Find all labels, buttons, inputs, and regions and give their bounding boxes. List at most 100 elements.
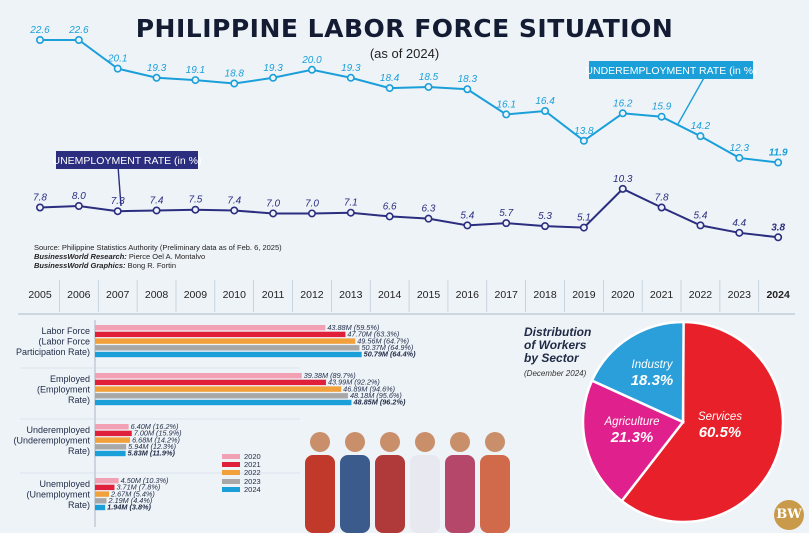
bar [95,338,356,344]
underemployment-point [307,65,316,74]
unemployment-point [774,233,783,242]
underemployment-data-label: 12.3 [730,143,750,154]
underemployment-data-label: 11.9 [769,148,788,159]
graphics-credit: BusinessWorld Graphics: Bong R. Fortin [34,261,177,270]
underemployment-data-label: 18.3 [458,74,478,85]
businessworld-logo: BW [774,500,804,530]
bar-value-label: 2.19M (4.4%) [107,496,152,505]
bar [95,444,127,450]
unemployment-point [307,209,316,218]
underemployment-point [385,84,394,93]
x-tick-label: 2022 [689,289,713,301]
bar-value-label: 48.85M (96.2%) [352,398,405,407]
x-tick-label: 2017 [495,289,519,301]
underemployment-data-label: 20.0 [301,55,322,66]
bar [95,331,346,338]
underemployment-point [657,112,666,121]
underemployment-line [40,39,779,164]
unemployment-line [39,187,779,239]
legend-item-2024: 2024 [222,485,261,494]
bar [95,484,115,491]
worker-head [345,432,365,452]
unemployment-data-label: 5.7 [499,208,513,219]
bar-value-label: 6.68M (14.2%) [132,435,180,444]
worker-body [480,455,510,533]
pie-slice-services [619,320,785,524]
underemployment-data-label: 15.9 [652,102,672,113]
bar [95,325,326,331]
unemployment-point [152,206,161,215]
legend-item-2023: 2023 [222,477,261,486]
x-tick-label: 2011 [262,289,285,301]
bar [95,379,326,386]
legend-item-2020: 2020 [222,452,261,461]
underemployment-data-label: 22.6 [68,25,89,36]
unemployment-label-box [56,151,198,169]
unemployment-point [385,212,394,221]
unemployment-point [35,203,44,212]
unemployment-point [74,202,83,211]
bar [95,498,107,504]
unemployment-point [230,206,239,215]
bar-value-label: 50.37M (64.9%) [361,343,413,352]
underemployment-data-label: 19.1 [186,65,205,76]
unemployment-point [502,219,511,228]
legend-item-2022: 2022 [222,468,261,477]
unemployment-point [346,208,355,217]
unemployment-series-name: UNEMPLOYMENT RATE (in %) [53,155,202,167]
pie-slice-value: 18.3% [631,372,674,389]
worker-head [380,432,400,452]
unemployment-data-label: 7.3 [111,196,125,207]
legend-item-2021: 2021 [222,460,261,469]
underemployment-data-label: 18.5 [419,72,439,83]
bar-value-label: 46.89M (94.6%) [343,384,395,393]
pie-slice-industry [590,320,685,424]
underemployment-data-label: 16.2 [613,98,633,109]
source-line: Source: Philippine Statistics Authority … [34,243,282,252]
bar-value-label: 3.71M (7.8%) [116,483,160,492]
underemployment-data-label: 19.3 [147,63,167,74]
x-tick-label: 2019 [572,289,596,301]
underemployment-point [152,73,161,82]
underemployment-point [191,76,200,85]
x-tick-label: 2012 [300,289,324,301]
underemployment-series-name: UNDEREMPLOYMENT RATE (in %) [585,65,756,77]
x-tick-label: 2008 [145,289,169,301]
bar-value-label: 50.79M (64.4%) [364,350,416,359]
pie-slice-value: 60.5% [699,424,742,441]
underemployment-data-label: 16.1 [496,99,515,110]
bar-group-label: Labor Force [41,326,90,336]
bar-value-label: 48.18M (95.6%) [350,391,402,400]
bar [95,399,352,406]
pie-slice-value: 21.3% [610,429,654,446]
unemployment-point [618,184,627,193]
bar-value-label: 39.38M (89.7%) [304,371,356,380]
bar-value-label: 7.00M (15.9%) [134,429,182,438]
x-tick-label: 2013 [339,289,363,301]
worker-body [410,455,440,533]
bar-group-label: Rate) [68,395,90,405]
underemployment-data-label: 19.3 [263,63,283,74]
unemployment-data-label: 7.1 [344,198,358,209]
x-tick-label: 2024 [766,289,790,301]
bar [95,345,360,351]
bar-group-label: (Employment [37,385,91,395]
unemployment-data-label: 8.0 [72,191,86,202]
bar-value-label: 43.99M (92.2%) [328,378,380,387]
pie-date: (December 2024) [524,369,587,378]
underemployment-point [113,64,122,73]
underemployment-label-box [589,61,753,79]
underemployment-data-label: 20.1 [107,54,127,65]
worker-body [305,455,335,533]
bar-group-label: Rate) [68,500,90,510]
unemployment-point [191,205,200,214]
unemployment-point [463,221,472,230]
unemployment-data-label: 5.4 [460,210,474,221]
unemployment-data-label: 7.4 [150,195,164,206]
bar [95,430,132,437]
x-tick-label: 2015 [417,289,441,301]
pie-slice-name: Agriculture [604,416,660,428]
x-tick-label: 2006 [67,289,91,301]
underemployment-point [541,106,550,115]
bar-group-label: (Unemployment [26,490,90,500]
